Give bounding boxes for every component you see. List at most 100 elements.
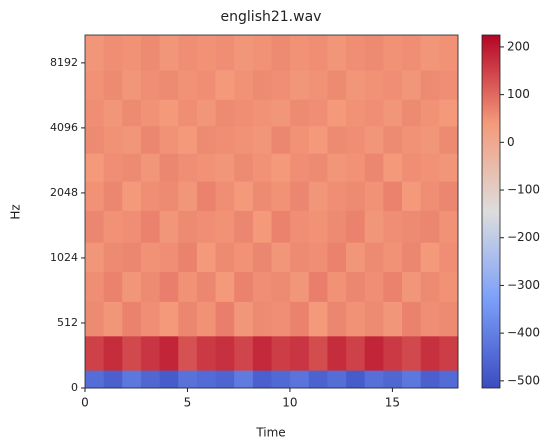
heatmap-cell — [346, 125, 366, 154]
heatmap-cell — [402, 335, 422, 371]
heatmap-cell — [346, 242, 366, 273]
colorbar-tick-label: −500 — [507, 373, 540, 387]
heatmap-cell — [159, 301, 179, 337]
heatmap-cell — [271, 210, 291, 243]
heatmap-cell — [327, 271, 347, 302]
x-tick-label: 0 — [81, 396, 89, 410]
heatmap-cell — [122, 271, 142, 302]
heatmap-cell — [122, 125, 142, 154]
colorbar-tick-label: 200 — [507, 39, 530, 53]
heatmap-cell — [178, 153, 198, 182]
heatmap-cell — [196, 271, 216, 302]
heatmap-cell — [252, 35, 272, 71]
heatmap-cell — [271, 335, 291, 371]
heatmap-cell — [103, 301, 123, 337]
heatmap-cell — [85, 35, 105, 71]
heatmap-cell — [383, 99, 403, 127]
heatmap-cell — [252, 210, 272, 243]
heatmap-cell — [178, 335, 198, 371]
heatmap-cell — [439, 242, 459, 273]
heatmap-cell — [364, 335, 384, 371]
heatmap-cell — [439, 153, 459, 182]
heatmap-cell — [85, 70, 105, 100]
plot-frame — [84, 34, 459, 389]
heatmap-cell — [196, 99, 216, 127]
heatmap-cell — [159, 125, 179, 154]
heatmap-cell — [308, 301, 328, 337]
heatmap-cell — [420, 125, 440, 154]
heatmap-cell — [234, 35, 254, 71]
heatmap-cell — [215, 153, 235, 182]
heatmap-cell — [271, 35, 291, 71]
heatmap-cell — [178, 210, 198, 243]
heatmap-cell — [402, 125, 422, 154]
heatmap-cell — [383, 35, 403, 71]
heatmap-cell — [122, 242, 142, 273]
heatmap-cell — [196, 125, 216, 154]
heatmap-cell — [215, 70, 235, 100]
x-axis-label: Time — [255, 426, 285, 440]
heatmap-cell — [159, 271, 179, 302]
heatmap-cell — [327, 181, 347, 211]
heatmap-cell — [85, 370, 105, 389]
heatmap-cell — [103, 99, 123, 127]
heatmap-cell — [140, 35, 160, 71]
heatmap-cell — [402, 181, 422, 211]
colorbar-tick-label: 0 — [507, 135, 515, 149]
heatmap-cell — [140, 99, 160, 127]
heatmap-cell — [122, 70, 142, 100]
heatmap-cell — [140, 210, 160, 243]
heatmap-cell — [290, 153, 310, 182]
heatmap-cell — [196, 153, 216, 182]
heatmap-cell — [346, 271, 366, 302]
heatmap-cell — [252, 153, 272, 182]
heatmap-cell — [140, 125, 160, 154]
heatmap-cell — [215, 35, 235, 71]
heatmap-cell — [271, 301, 291, 337]
heatmap-cell — [290, 335, 310, 371]
y-axis-label: Hz — [9, 204, 23, 219]
heatmap-cell — [85, 181, 105, 211]
heatmap-cell — [178, 301, 198, 337]
colorbar-tick-label: −200 — [507, 230, 540, 244]
heatmap-cell — [420, 181, 440, 211]
x-tick-label: 10 — [282, 396, 297, 410]
heatmap-cell — [140, 301, 160, 337]
heatmap-cell — [271, 242, 291, 273]
heatmap-cell — [364, 99, 384, 127]
heatmap-cell — [85, 125, 105, 154]
heatmap-cell — [252, 70, 272, 100]
heatmap-cell — [420, 271, 440, 302]
heatmap-cell — [420, 70, 440, 100]
heatmap-cell — [383, 242, 403, 273]
heatmap-cell — [196, 335, 216, 371]
heatmap-cell — [103, 153, 123, 182]
heatmap-cell — [215, 301, 235, 337]
heatmap-cell — [103, 125, 123, 154]
y-tick-label: 0 — [71, 381, 78, 394]
heatmap-cell — [364, 125, 384, 154]
heatmap-cell — [178, 271, 198, 302]
heatmap-cell — [439, 335, 459, 371]
heatmap-cell — [364, 181, 384, 211]
heatmap-cell — [103, 271, 123, 302]
heatmap-cell — [327, 99, 347, 127]
heatmap-cell — [327, 335, 347, 371]
heatmap-cell — [271, 70, 291, 100]
heatmap-cell — [402, 210, 422, 243]
heatmap-cell — [383, 70, 403, 100]
heatmap-cell — [327, 125, 347, 154]
heatmap-cell — [290, 99, 310, 127]
heatmap-cell — [178, 99, 198, 127]
heatmap-cell — [327, 153, 347, 182]
heatmap-cell — [234, 181, 254, 211]
heatmap-cell — [178, 242, 198, 273]
heatmap-cell — [346, 335, 366, 371]
heatmap-cell — [383, 271, 403, 302]
heatmap-cell — [159, 153, 179, 182]
heatmap-cell — [439, 301, 459, 337]
heatmap-cell — [420, 153, 440, 182]
colorbar-tick-label: −400 — [507, 326, 540, 340]
heatmap-cell — [252, 181, 272, 211]
